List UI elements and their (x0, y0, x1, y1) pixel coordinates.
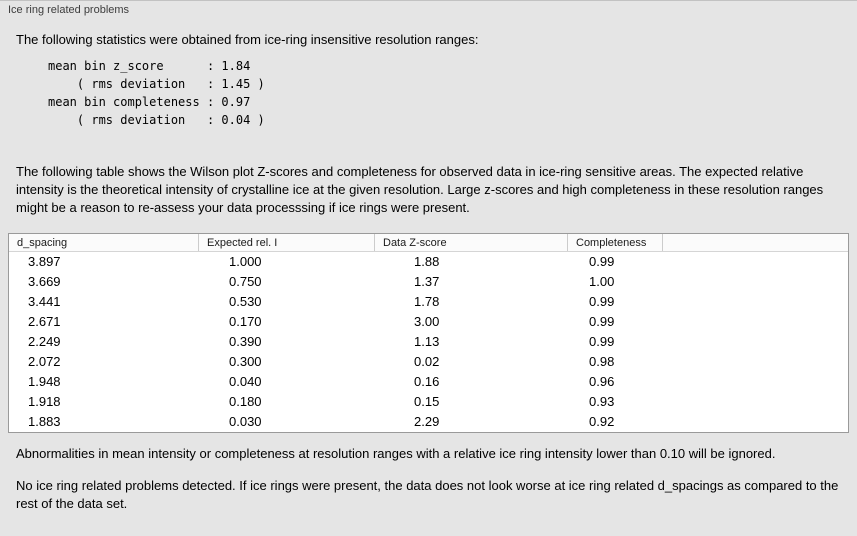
table-cell: 0.300 (229, 354, 262, 369)
panel-content: The following statistics were obtained f… (0, 31, 857, 513)
intro-text: The following statistics were obtained f… (16, 32, 479, 47)
table-header-row: d_spacing Expected rel. I Data Z-score C… (9, 234, 848, 252)
table-row[interactable]: 1.948 0.040 0.16 0.96 (9, 372, 848, 392)
table-cell: 0.15 (414, 394, 440, 409)
table-cell: 1.00 (589, 274, 615, 289)
table-cell: 3.897 (28, 254, 61, 269)
col-header-completeness[interactable]: Completeness (568, 234, 663, 251)
table-cell: 1.37 (414, 274, 440, 289)
col-header-data-z-score[interactable]: Data Z-score (375, 234, 568, 251)
col-header-d-spacing[interactable]: d_spacing (9, 234, 199, 251)
table-cell: 0.99 (589, 254, 615, 269)
description-text: The following table shows the Wilson plo… (16, 164, 824, 215)
table-row[interactable]: 2.671 0.170 3.00 0.99 (9, 312, 848, 332)
table-cell: 0.390 (229, 334, 262, 349)
table-cell: 0.02 (414, 354, 440, 369)
table-cell: 3.441 (28, 294, 61, 309)
table-cell: 0.750 (229, 274, 262, 289)
conclusion-text: No ice ring related problems detected. I… (16, 478, 839, 511)
table-row[interactable]: 1.918 0.180 0.15 0.93 (9, 392, 848, 412)
table-cell: 1.948 (28, 374, 61, 389)
table-row[interactable]: 2.249 0.390 1.13 0.99 (9, 332, 848, 352)
table-cell: 2.072 (28, 354, 61, 369)
table-cell: 2.29 (414, 414, 440, 429)
table-row[interactable]: 1.883 0.030 2.29 0.92 (9, 412, 848, 432)
table-cell: 1.88 (414, 254, 440, 269)
table-cell: 0.92 (589, 414, 615, 429)
table-cell: 1.78 (414, 294, 440, 309)
table-cell: 3.00 (414, 314, 440, 329)
table-cell: 0.030 (229, 414, 262, 429)
table-row[interactable]: 3.441 0.530 1.78 0.99 (9, 292, 848, 312)
table-cell: 0.98 (589, 354, 615, 369)
table-cell: 0.93 (589, 394, 615, 409)
table-cell: 0.99 (589, 334, 615, 349)
ignore-note-text: Abnormalities in mean intensity or compl… (16, 446, 776, 461)
table-cell: 0.16 (414, 374, 440, 389)
table-row[interactable]: 2.072 0.300 0.02 0.98 (9, 352, 848, 372)
ice-ring-table: d_spacing Expected rel. I Data Z-score C… (8, 233, 849, 433)
col-header-filler (663, 234, 848, 251)
table-cell: 1.13 (414, 334, 440, 349)
table-cell: 0.180 (229, 394, 262, 409)
table-body: 3.897 1.000 1.88 0.99 3.669 0.750 1.37 1.00 3.44… (9, 252, 848, 432)
stats-block: mean bin z_score : 1.84 ( rms deviation … (48, 59, 265, 127)
table-cell: 3.669 (28, 274, 61, 289)
table-cell: 0.040 (229, 374, 262, 389)
table-cell: 0.99 (589, 294, 615, 309)
table-cell: 0.99 (589, 314, 615, 329)
table-cell: 1.000 (229, 254, 262, 269)
table-cell: 0.530 (229, 294, 262, 309)
table-cell: 1.918 (28, 394, 61, 409)
table-cell: 1.883 (28, 414, 61, 429)
table-row[interactable]: 3.897 1.000 1.88 0.99 (9, 252, 848, 272)
table-cell: 2.671 (28, 314, 61, 329)
panel-title: Ice ring related problems (8, 4, 130, 16)
table-cell: 2.249 (28, 334, 61, 349)
table-row[interactable]: 3.669 0.750 1.37 1.00 (9, 272, 848, 292)
col-header-expected-rel-i[interactable]: Expected rel. I (199, 234, 375, 251)
table-cell: 0.170 (229, 314, 262, 329)
table-cell: 0.96 (589, 374, 615, 389)
